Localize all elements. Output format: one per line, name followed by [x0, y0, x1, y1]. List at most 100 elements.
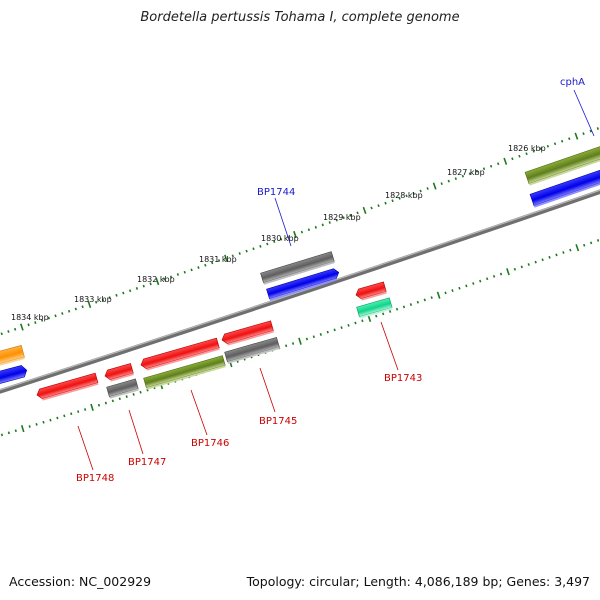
minor-tick [458, 286, 461, 290]
minor-tick [83, 408, 87, 411]
minor-tick [444, 291, 447, 295]
minor-tick [482, 167, 486, 171]
minor-tick [132, 393, 135, 396]
minor-tick [280, 237, 283, 241]
gene-BP1744-gray[interactable] [260, 251, 335, 285]
minor-tick [307, 228, 311, 232]
minor-tick [568, 137, 571, 141]
minor-tick [305, 337, 309, 341]
minor-tick [518, 154, 521, 158]
minor-tick [532, 149, 535, 153]
leader-line-cphA [573, 89, 595, 137]
gene-BP1747-gray[interactable] [106, 378, 139, 399]
gene-label-BP1745[interactable]: BP1745 [259, 416, 297, 427]
minor-tick [81, 305, 84, 309]
major-tick [90, 403, 94, 411]
minor-tick [419, 189, 422, 193]
minor-tick [553, 142, 557, 146]
minor-tick [319, 333, 322, 336]
minor-tick [426, 187, 429, 190]
gene-BP1746-olive[interactable] [143, 355, 226, 390]
gene-label-BP1746[interactable]: BP1746 [191, 438, 229, 449]
gene-BP1743-teal[interactable] [356, 297, 393, 319]
minor-tick [300, 230, 304, 234]
leader-line-BP1748 [77, 425, 94, 471]
gene-label-BP1748[interactable]: BP1748 [76, 473, 114, 484]
gene-BP1743-red[interactable] [355, 281, 387, 302]
minor-tick [28, 425, 31, 428]
minor-tick [326, 330, 329, 334]
gene-BP1748-red[interactable] [36, 372, 99, 402]
minor-tick [328, 221, 331, 224]
minor-tick [388, 310, 392, 313]
leader-line-BP1746 [190, 389, 208, 436]
minor-tick [440, 182, 443, 185]
minor-tick [70, 412, 73, 416]
minor-tick [139, 390, 142, 394]
minor-tick [312, 335, 315, 339]
minor-tick [190, 268, 193, 272]
page-title: Bordetella pertussis Tohama I, complete … [140, 10, 460, 25]
minor-tick [34, 321, 37, 324]
minor-tick [291, 342, 295, 345]
minor-tick [489, 164, 493, 168]
major-tick [155, 277, 160, 286]
minor-tick [149, 282, 152, 286]
minor-tick [122, 291, 125, 295]
kbp-label: 1832 kbp [137, 275, 175, 284]
minor-tick [54, 314, 57, 318]
gene-BP1744-blue[interactable] [266, 268, 341, 301]
minor-tick [197, 266, 200, 269]
gene-label-BP1747[interactable]: BP1747 [128, 457, 166, 468]
major-tick [575, 244, 580, 252]
minor-tick [333, 328, 336, 332]
leader-line-BP1744 [274, 197, 292, 247]
leader-line-BP1743 [380, 321, 399, 371]
minor-tick [217, 259, 221, 262]
gene-BP1745-gray[interactable] [224, 336, 280, 364]
minor-tick [525, 152, 528, 156]
minor-tick [259, 244, 262, 248]
gene-cphA-blue[interactable] [529, 167, 600, 208]
minor-tick [42, 420, 45, 424]
major-tick [224, 254, 228, 262]
genome-backbone [0, 189, 600, 394]
gene-label-BP1743[interactable]: BP1743 [384, 373, 422, 384]
minor-tick [101, 298, 105, 302]
kbp-label: 1831 kbp [199, 255, 237, 264]
gene-label-cphA[interactable]: cphA [560, 77, 585, 88]
minor-tick [335, 218, 338, 222]
minor-tick [546, 144, 550, 148]
minor-tick [349, 213, 352, 217]
major-tick [436, 291, 441, 299]
gene-blue-left[interactable] [0, 364, 28, 387]
kbp-label: 1829 kbp [323, 213, 361, 222]
minor-tick [356, 211, 359, 215]
minor-tick [104, 401, 108, 405]
gene-BP1747-red[interactable] [104, 363, 134, 382]
minor-tick [398, 196, 401, 200]
minor-tick [541, 258, 544, 262]
minor-tick [486, 277, 489, 281]
minor-tick [211, 261, 214, 265]
gene-cphA-olive[interactable] [524, 145, 600, 186]
gene-label-BP1744[interactable]: BP1744 [257, 187, 295, 198]
minor-tick [354, 321, 357, 325]
gene-BP1745-red[interactable] [221, 320, 274, 347]
minor-tick [402, 305, 406, 309]
minor-tick [169, 275, 173, 279]
minor-tick [395, 307, 399, 311]
minor-tick [472, 282, 475, 285]
gene-BP1746-red[interactable] [140, 337, 220, 372]
minor-tick [589, 129, 592, 133]
gene-orange-left[interactable] [0, 345, 25, 368]
minor-tick [61, 312, 64, 315]
minor-tick [231, 254, 234, 258]
minor-tick [108, 296, 111, 300]
major-tick [362, 206, 367, 215]
minor-tick [361, 319, 364, 323]
minor-tick [56, 416, 59, 420]
major-tick [503, 157, 508, 165]
minor-tick [67, 309, 71, 313]
